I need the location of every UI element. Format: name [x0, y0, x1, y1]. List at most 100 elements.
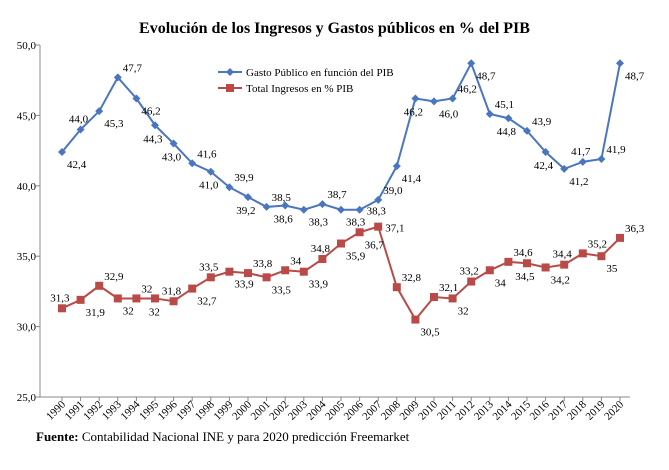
- y-tick-label: 30,0: [17, 322, 37, 334]
- y-tick-label: 25,0: [17, 392, 37, 404]
- legend-label: Gasto Público en función del PIB: [246, 67, 394, 79]
- data-point: [504, 257, 513, 266]
- data-point: [337, 205, 345, 214]
- source-text: Contabilidad Nacional INE y para 2020 pr…: [78, 429, 410, 444]
- x-tick-label: 1990: [44, 398, 68, 422]
- data-label: 46,2: [404, 107, 423, 119]
- data-label: 38,6: [274, 214, 294, 226]
- data-point: [132, 94, 141, 103]
- data-point: [299, 267, 308, 276]
- x-tick-label: 2008: [379, 398, 403, 422]
- x-tick-label: 1992: [81, 399, 105, 423]
- data-label: 34,5: [515, 271, 535, 283]
- x-tick-label: 2007: [360, 398, 384, 422]
- data-label: 31,3: [50, 292, 70, 304]
- x-tick-label: 2005: [323, 398, 347, 422]
- data-label: 32,9: [104, 271, 124, 283]
- data-label: 34,8: [311, 243, 331, 255]
- data-label: 42,4: [67, 159, 87, 171]
- data-label: 46,2: [141, 106, 160, 118]
- data-point: [58, 148, 66, 157]
- data-label: 47,7: [123, 62, 143, 74]
- data-label: 45,1: [495, 99, 514, 111]
- x-tick-label: 2015: [509, 398, 533, 422]
- data-point: [392, 283, 401, 292]
- data-point: [281, 201, 290, 210]
- data-point: [541, 263, 550, 272]
- data-point: [411, 315, 420, 324]
- data-label: 35,9: [346, 251, 366, 263]
- data-point: [578, 249, 587, 258]
- data-label: 32,8: [402, 272, 422, 284]
- data-point: [355, 228, 364, 237]
- data-label: 41,4: [402, 173, 422, 185]
- data-label: 30,5: [420, 327, 440, 339]
- data-point: [281, 266, 290, 275]
- data-point: [578, 157, 587, 166]
- data-point: [485, 266, 494, 275]
- x-tick-label: 2011: [435, 399, 459, 423]
- data-label: 32: [141, 283, 152, 295]
- data-label: 46,2: [458, 84, 477, 96]
- data-point: [560, 164, 569, 173]
- data-label: 44,0: [69, 113, 89, 125]
- legend-marker: [226, 84, 234, 92]
- data-label: 41,7: [571, 146, 591, 158]
- data-point: [76, 295, 85, 304]
- data-point: [616, 233, 624, 242]
- x-tick-label: 2018: [565, 398, 589, 422]
- x-tick-label: 2014: [490, 398, 514, 422]
- data-point: [95, 281, 104, 290]
- data-point: [76, 125, 85, 134]
- data-label: 33,5: [272, 284, 292, 296]
- x-tick-label: 1995: [137, 398, 161, 422]
- data-point: [374, 222, 383, 231]
- x-tick-label: 2012: [453, 399, 477, 423]
- data-label: 39,0: [383, 185, 403, 197]
- data-label: 32,1: [439, 282, 458, 294]
- chart-title: Evolución de los Ingresos y Gastos públi…: [139, 20, 530, 37]
- x-tick-label: 2004: [304, 398, 328, 422]
- data-label: 33,9: [309, 279, 329, 291]
- data-label: 46,0: [439, 108, 459, 120]
- source-note: Fuente: Contabilidad Nacional INE y para…: [36, 429, 409, 445]
- data-point: [318, 255, 327, 264]
- data-label: 43,9: [532, 116, 552, 128]
- data-point: [430, 293, 438, 302]
- data-point: [411, 94, 420, 103]
- data-label: 33,2: [460, 266, 479, 278]
- data-point: [392, 162, 401, 171]
- x-tick-label: 1999: [211, 398, 235, 422]
- x-tick-label: 2002: [267, 399, 291, 423]
- data-point: [58, 304, 66, 313]
- data-label: 32: [149, 306, 160, 318]
- data-point: [244, 269, 252, 278]
- x-tick-label: 2009: [397, 398, 421, 422]
- data-label: 35,2: [588, 238, 607, 250]
- data-point: [523, 126, 531, 135]
- data-point: [113, 294, 122, 303]
- data-label: 33,5: [199, 261, 219, 273]
- data-label: 34,6: [513, 247, 533, 259]
- x-tick-label: 1991: [63, 399, 87, 423]
- x-tick-label: 2001: [249, 399, 273, 423]
- x-tick-label: 2016: [528, 398, 552, 422]
- data-point: [169, 297, 178, 306]
- data-point: [337, 239, 345, 248]
- data-point: [430, 97, 438, 106]
- data-point: [355, 205, 364, 214]
- data-label: 48,7: [625, 70, 645, 82]
- data-point: [225, 183, 234, 192]
- data-point: [597, 252, 606, 261]
- legend-label: Total Ingresos en % PIB: [246, 83, 353, 95]
- data-point: [374, 195, 383, 204]
- data-label: 32: [123, 305, 134, 317]
- data-label: 33,9: [234, 279, 254, 291]
- y-tick-label: 45,0: [17, 110, 37, 122]
- data-point: [504, 114, 513, 123]
- x-tick-label: 2000: [230, 398, 254, 422]
- data-label: 38,3: [309, 217, 329, 229]
- data-point: [299, 205, 308, 214]
- data-label: 41,2: [569, 176, 588, 188]
- data-label: 34,2: [551, 274, 570, 286]
